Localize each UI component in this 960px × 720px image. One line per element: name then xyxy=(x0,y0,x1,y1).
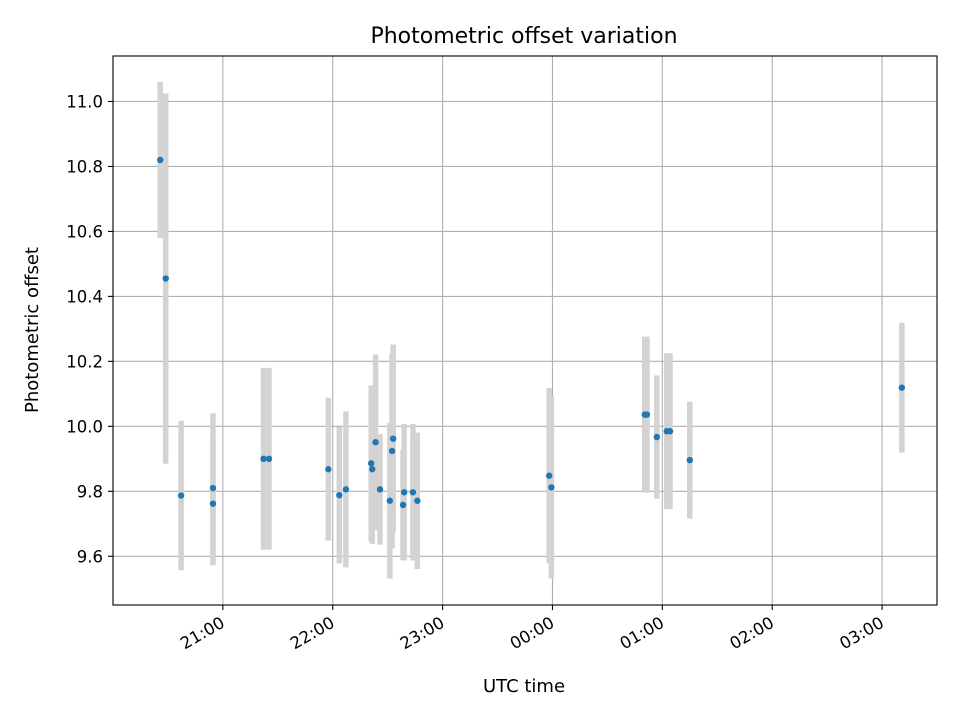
y-tick-label: 10.0 xyxy=(66,417,103,436)
data-point xyxy=(409,489,417,496)
x-tick-label: 21:00 xyxy=(177,613,228,653)
x-tick-label: 22:00 xyxy=(287,613,338,653)
data-point xyxy=(548,484,555,491)
chart-title: Photometric offset variation xyxy=(370,24,677,49)
data-point xyxy=(342,486,350,493)
error-bars xyxy=(157,81,905,579)
y-axis-ticks: 9.6 9.8 10.0 10.2 10.4 10.6 10.8 11.0 xyxy=(66,92,113,566)
x-axis-ticks: 21:00 22:00 23:00 00:00 01:00 02:00 03:00 xyxy=(177,605,887,653)
data-point xyxy=(177,492,185,499)
data-point xyxy=(209,500,217,507)
data-point xyxy=(400,489,408,496)
data-points xyxy=(157,156,906,509)
y-tick-label: 11.0 xyxy=(66,92,103,111)
plot-frame xyxy=(112,55,938,606)
x-tick-label: 03:00 xyxy=(836,613,887,653)
y-tick-label: 10.2 xyxy=(66,352,103,371)
x-axis-label: UTC time xyxy=(483,676,565,697)
data-point xyxy=(388,447,396,455)
data-point xyxy=(376,486,384,493)
data-point xyxy=(686,456,693,464)
data-point xyxy=(414,497,421,504)
data-point xyxy=(162,275,169,282)
x-tick-label: 01:00 xyxy=(617,613,668,653)
y-axis-label: Photometric offset xyxy=(22,247,43,413)
data-point xyxy=(157,156,164,164)
data-point xyxy=(209,484,217,492)
data-point xyxy=(325,466,332,473)
y-tick-label: 9.8 xyxy=(77,482,103,501)
y-tick-label: 10.6 xyxy=(66,222,103,241)
x-tick-label: 02:00 xyxy=(727,613,778,653)
grid xyxy=(113,56,937,605)
x-tick-label: 23:00 xyxy=(397,613,448,653)
data-point xyxy=(367,460,375,467)
y-tick-label: 9.6 xyxy=(77,547,103,566)
data-point xyxy=(336,492,343,499)
data-point xyxy=(260,455,267,463)
x-tick-label: 00:00 xyxy=(507,613,558,653)
data-point xyxy=(372,439,379,446)
data-point xyxy=(666,428,674,435)
data-point xyxy=(265,455,273,463)
data-point xyxy=(386,497,394,504)
y-tick-label: 10.4 xyxy=(66,287,103,306)
y-tick-label: 10.8 xyxy=(66,157,103,176)
data-point xyxy=(399,501,407,509)
data-point xyxy=(545,472,553,479)
data-point xyxy=(653,433,661,441)
data-point xyxy=(369,466,376,473)
data-point xyxy=(643,411,651,418)
data-point xyxy=(389,435,397,442)
data-point xyxy=(898,384,906,391)
